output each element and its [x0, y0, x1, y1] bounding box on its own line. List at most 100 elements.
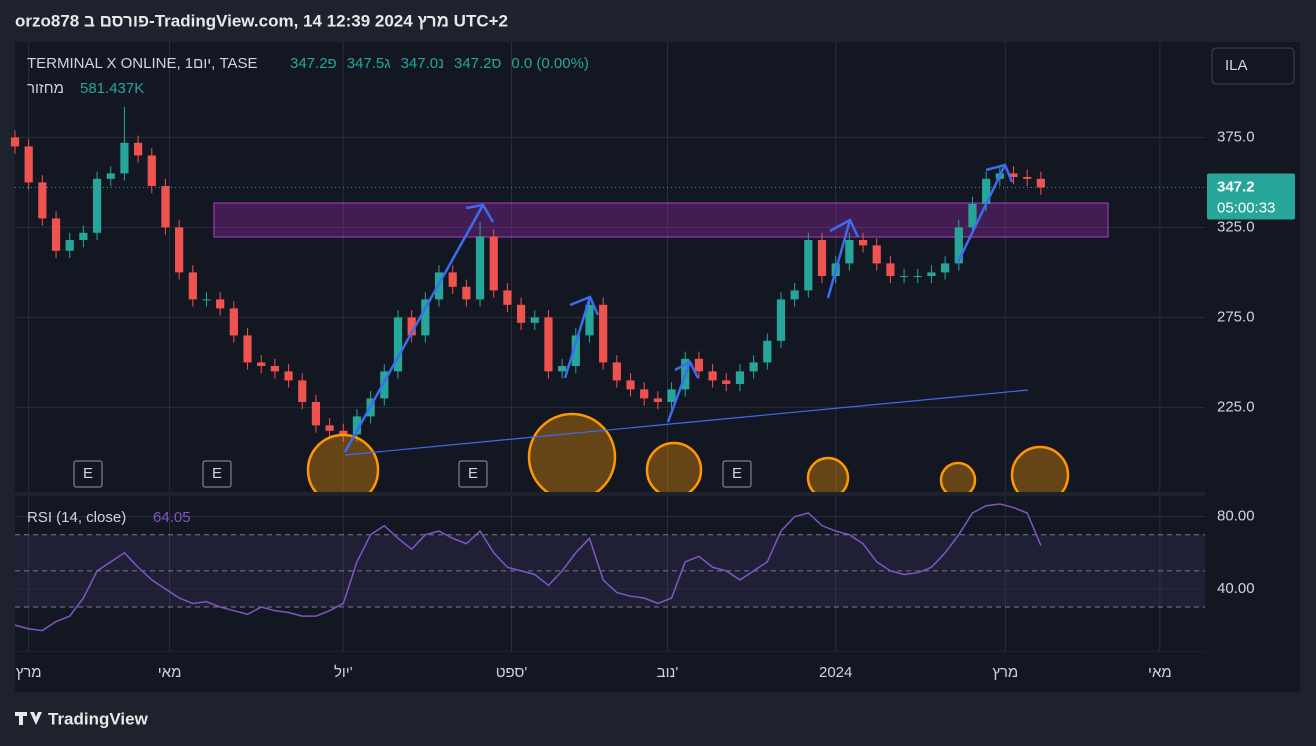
candle-body: [653, 398, 662, 402]
candle-body: [858, 240, 868, 246]
y-tick-label: 375.0: [1217, 128, 1255, 145]
candle-body: [571, 335, 580, 366]
candle-body: [1009, 173, 1018, 177]
candle-body: [530, 317, 539, 323]
candle-body: [325, 425, 334, 431]
candle-body: [489, 236, 498, 291]
circle: [939, 461, 977, 492]
candle-body: [763, 340, 772, 363]
candle-body: [1023, 177, 1032, 179]
earnings-label: E: [732, 465, 742, 482]
rsi-tick-label: 40.00: [1217, 580, 1255, 597]
circle: [806, 456, 850, 492]
candle-body: [954, 227, 963, 264]
currency: ILA: [1225, 57, 1248, 74]
circle: [1010, 445, 1070, 492]
candle-body: [407, 317, 416, 336]
candle-body: [722, 380, 731, 384]
earnings-label: E: [83, 465, 93, 482]
x-tick-label: נוב': [657, 664, 679, 681]
candle-body: [612, 362, 621, 381]
arrows: [343, 163, 1014, 453]
candle-body: [92, 178, 102, 233]
candle-body: [339, 430, 348, 435]
candle-body: [161, 186, 170, 228]
candle-body: [175, 227, 184, 273]
candle-body: [749, 362, 758, 372]
footer: TradingView: [48, 709, 149, 728]
candle-body: [913, 276, 922, 277]
candle-body: [24, 146, 33, 183]
x-tick-label: 2024: [819, 664, 852, 681]
candle-body: [421, 299, 430, 336]
ohlc-value: פ347.2: [290, 55, 337, 72]
candle-body: [352, 416, 362, 435]
candle-body: [10, 137, 20, 147]
rsi-value: 64.05: [153, 509, 191, 526]
candle-body: [899, 276, 909, 277]
time-axis: [15, 652, 1300, 692]
volume-circles: [306, 412, 1070, 492]
candle-body: [475, 236, 485, 300]
candle-body: [147, 155, 156, 186]
circle: [645, 441, 703, 492]
arrow: [826, 218, 860, 299]
candle-body: [968, 204, 977, 228]
candle-body: [120, 142, 129, 174]
candle-body: [51, 218, 61, 251]
x-tick-label: יול': [334, 664, 353, 681]
rsi-title: RSI (14, close): [27, 509, 126, 526]
candle-body: [1036, 178, 1045, 188]
candle-body: [393, 317, 403, 372]
candle-body: [79, 232, 88, 240]
x-tick-label: ספט': [496, 664, 528, 681]
candle-body: [790, 290, 799, 300]
x-tick-label: מאי: [1148, 664, 1172, 681]
candle-body: [216, 299, 225, 309]
arrow: [956, 163, 1014, 263]
candle-body: [941, 263, 950, 273]
volume-value: 581.437K: [80, 80, 144, 97]
earnings-label: E: [212, 465, 222, 482]
candle-body: [380, 371, 389, 399]
candle-body: [243, 335, 252, 363]
candle-body: [872, 245, 881, 264]
candle-body: [982, 178, 991, 204]
last-price-box: [1207, 173, 1295, 220]
earnings-label: E: [468, 465, 478, 482]
candle-body: [270, 366, 279, 372]
x-tick-label: מרץ: [992, 664, 1018, 681]
arrow: [563, 295, 600, 379]
x-tick-label: מרץ: [16, 664, 42, 681]
y-tick-label: 225.0: [1217, 398, 1255, 415]
candle-body: [735, 371, 745, 384]
candle-body: [229, 308, 238, 336]
candle-body: [776, 299, 786, 341]
candle-body: [134, 142, 143, 156]
earnings-marker: [722, 460, 752, 488]
earnings-marker: [202, 460, 232, 488]
header: orzo878 פורסם ב-TradingView.com, 14 מרץ …: [15, 11, 508, 30]
currency-button[interactable]: [1211, 47, 1295, 85]
candle-body: [640, 389, 649, 399]
earnings-marker: [458, 460, 488, 488]
candle-body: [516, 304, 526, 323]
candle-body: [448, 272, 457, 287]
candle-body: [188, 272, 197, 300]
candle-body: [626, 380, 635, 390]
x-tick-label: מאי: [158, 664, 182, 681]
y-tick-label: 275.0: [1217, 308, 1255, 325]
ohlc-value: ס347.2: [454, 55, 502, 72]
candle-body: [106, 173, 115, 179]
candle-body: [667, 389, 676, 402]
ohlc-value: ג347.5: [347, 55, 391, 72]
candle-body: [817, 240, 827, 276]
candle-body: [257, 362, 266, 366]
candle-body: [202, 299, 211, 301]
earnings-marker: [73, 460, 103, 488]
logo-mark: [15, 712, 42, 725]
trend-line: [344, 389, 1029, 456]
circle: [306, 433, 380, 492]
candle-body: [927, 272, 936, 276]
